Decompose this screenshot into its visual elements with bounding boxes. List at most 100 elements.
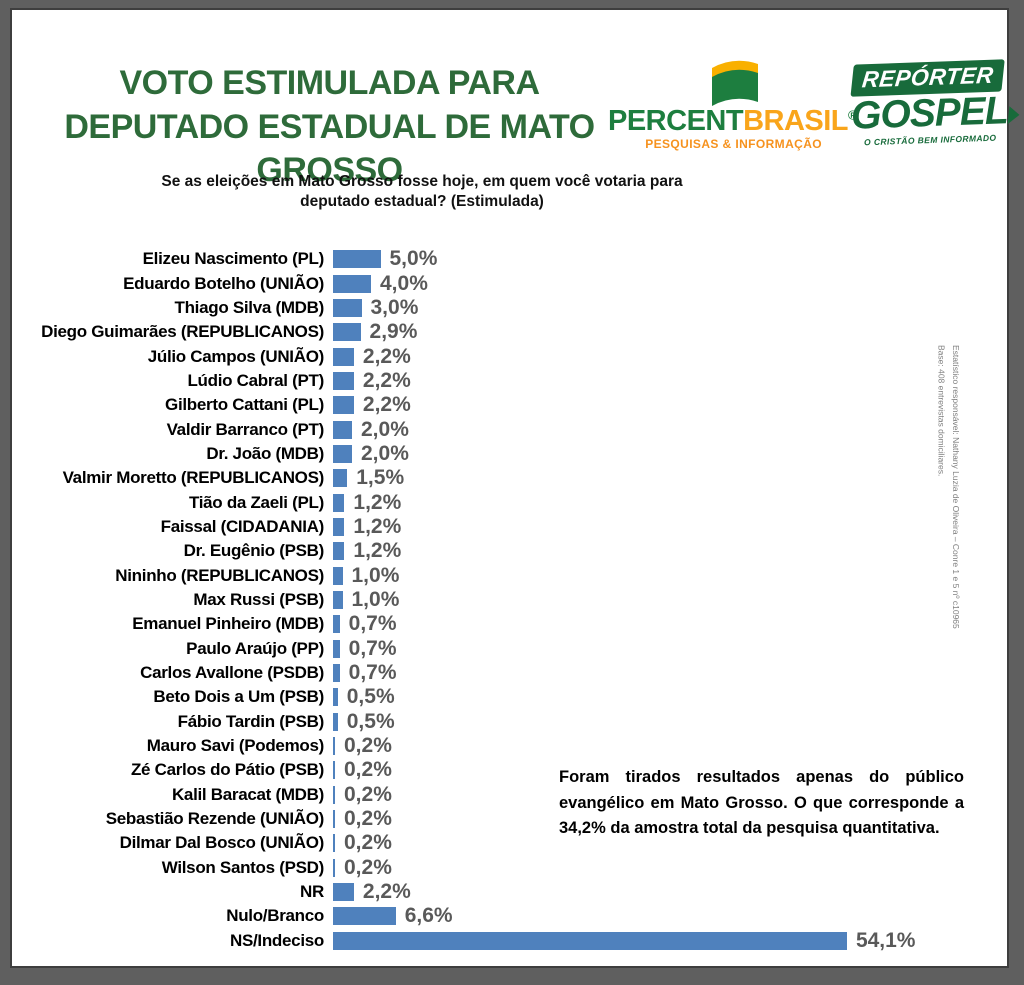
bar <box>333 566 343 585</box>
chart-row: Fábio Tardin (PSB) 0,5% <box>12 710 1007 734</box>
bar-zone: 0,2% <box>333 758 392 782</box>
value-label: 1,2% <box>353 490 402 514</box>
bar <box>333 590 343 609</box>
bar-zone: 0,2% <box>333 807 392 831</box>
bar <box>333 347 354 366</box>
bar <box>333 444 352 463</box>
value-label: 5,0% <box>389 247 438 271</box>
candidate-label: Faissal (CIDADANIA) <box>160 516 325 536</box>
value-label: 1,2% <box>353 514 402 538</box>
bar-zone: 1,5% <box>333 466 404 490</box>
chart-row: Max Russi (PSB) 1,0% <box>12 588 1007 612</box>
percentbrasil-part2: BRASIL <box>743 105 849 137</box>
candidate-label: Lúdio Cabral (PT) <box>187 370 324 390</box>
candidate-label: Elizeu Nascimento (PL) <box>142 249 325 269</box>
value-label: 0,2% <box>344 758 392 782</box>
candidate-label: Zé Carlos do Pátio (PSB) <box>130 760 324 780</box>
bar <box>333 883 354 902</box>
bar-zone: 1,0% <box>333 588 399 612</box>
candidate-label: Carlos Avallone (PSDB) <box>140 663 324 683</box>
bar-zone: 1,2% <box>333 491 401 515</box>
chart-row: Diego Guimarães (REPUBLICANOS) 2,9% <box>12 320 1007 344</box>
value-label: 2,2% <box>362 880 411 904</box>
bar-zone: 4,0% <box>333 272 428 296</box>
bar <box>333 274 371 293</box>
value-label: 1,0% <box>351 587 400 611</box>
candidate-label: Mauro Savi (Podemos) <box>146 736 325 756</box>
chart-row: Kalil Baracat (MDB) 0,2% <box>12 783 1007 807</box>
chart-row: Valmir Moretto (REPUBLICANOS) 1,5% <box>12 466 1007 490</box>
bar <box>333 250 381 269</box>
bar <box>333 688 338 707</box>
bar-zone: 0,2% <box>333 831 392 855</box>
bar-zone: 0,7% <box>333 637 397 661</box>
value-label: 2,0% <box>361 417 409 441</box>
methodology-note: Foram tirados resultados apenas do públi… <box>559 768 964 838</box>
chart-row: Mauro Savi (Podemos) 0,2% <box>12 734 1007 758</box>
bar <box>333 664 340 683</box>
candidate-label: Valmir Moretto (REPUBLICANOS) <box>62 468 325 488</box>
bar-zone: 0,2% <box>333 783 392 807</box>
candidate-label: Max Russi (PSB) <box>193 589 324 609</box>
candidate-label: Tião da Zaeli (PL) <box>188 492 324 512</box>
value-label: 2,0% <box>361 441 409 465</box>
chart-row: Faissal (CIDADANIA) 1,2% <box>12 515 1007 539</box>
value-label: 2,9% <box>369 320 418 344</box>
candidate-label: Dr. Eugênio (PSB) <box>183 541 325 561</box>
candidate-label: Beto Dois a Um (PSB) <box>153 687 324 707</box>
value-label: 0,2% <box>344 782 392 806</box>
value-label: 2,2% <box>362 393 411 417</box>
chart-row: Elizeu Nascimento (PL) 5,0% <box>12 247 1007 271</box>
chart-row: Emanuel Pinheiro (MDB) 0,7% <box>12 612 1007 636</box>
percentbrasil-wordmark: PERCENTBRASIL® <box>608 107 858 136</box>
bar <box>333 469 348 488</box>
value-label: 2,2% <box>362 344 411 368</box>
percentbrasil-subtitle: PESQUISAS & INFORMAÇÃO <box>645 136 822 151</box>
bar-zone: 1,2% <box>333 515 401 539</box>
bar <box>333 517 345 536</box>
value-label: 4,0% <box>380 271 428 295</box>
candidate-label: Paulo Araújo (PP) <box>186 638 324 658</box>
bar-zone: 54,1% <box>333 929 915 953</box>
bar-chart: Elizeu Nascimento (PL) 5,0% Eduardo Bote… <box>12 247 1007 953</box>
candidate-label: Nulo/Branco <box>226 906 324 926</box>
chart-row: Dr. João (MDB) 2,0% <box>12 442 1007 466</box>
infographic-panel: VOTO ESTIMULADA PARA DEPUTADO ESTADUAL D… <box>10 8 1009 968</box>
value-label: 1,0% <box>351 563 400 587</box>
value-label: 0,5% <box>346 709 395 733</box>
value-label: 3,0% <box>370 295 419 319</box>
bar-zone: 1,0% <box>333 564 399 588</box>
candidate-label: Valdir Barranco (PT) <box>166 419 325 439</box>
bar <box>333 298 362 317</box>
chart-row: Nulo/Branco 6,6% <box>12 904 1007 928</box>
bar-zone: 1,2% <box>333 539 401 563</box>
bar <box>333 712 338 731</box>
reporter-gospel-logo: REPÓRTER GOSPEL O CRISTÃO BEM INFORMADO <box>849 59 1010 147</box>
chart-row: Nininho (REPUBLICANOS) 1,0% <box>12 563 1007 587</box>
page-title: VOTO ESTIMULADA PARA DEPUTADO ESTADUAL D… <box>64 64 595 190</box>
bar <box>333 615 340 634</box>
candidate-label: Fábio Tardin (PSB) <box>177 711 325 731</box>
bar <box>333 810 335 829</box>
chart-row: Thiago Silva (MDB) 3,0% <box>12 296 1007 320</box>
candidate-label: Júlio Campos (UNIÃO) <box>147 346 325 366</box>
chart-row: Gilberto Cattani (PL) 2,2% <box>12 393 1007 417</box>
bar <box>333 371 354 390</box>
chart-row: Eduardo Botelho (UNIÃO) 4,0% <box>12 271 1007 295</box>
bar-zone: 0,7% <box>333 612 397 636</box>
base-note-line1: Base: 408 entrevistas domiciliares. <box>936 345 947 477</box>
candidate-label: Wilson Santos (PSD) <box>161 857 325 877</box>
candidate-label: Nininho (REPUBLICANOS) <box>115 565 324 585</box>
candidate-label: Eduardo Botelho (UNIÃO) <box>123 273 324 293</box>
bar <box>333 907 396 926</box>
value-label: 0,7% <box>348 636 397 660</box>
percentbrasil-logo: PERCENTBRASIL® PESQUISAS & INFORMAÇÃO <box>608 58 858 151</box>
bar-zone: 2,0% <box>333 418 409 442</box>
chart-row: Carlos Avallone (PSDB) 0,7% <box>12 661 1007 685</box>
chart-row: Beto Dois a Um (PSB) 0,5% <box>12 685 1007 709</box>
percentbrasil-flag-icon <box>618 58 852 108</box>
chart-row: Paulo Araújo (PP) 0,7% <box>12 637 1007 661</box>
chart-row: Zé Carlos do Pátio (PSB) 0,2% <box>12 758 1007 782</box>
bar-zone: 2,2% <box>333 393 411 417</box>
bar-zone: 2,2% <box>333 345 411 369</box>
